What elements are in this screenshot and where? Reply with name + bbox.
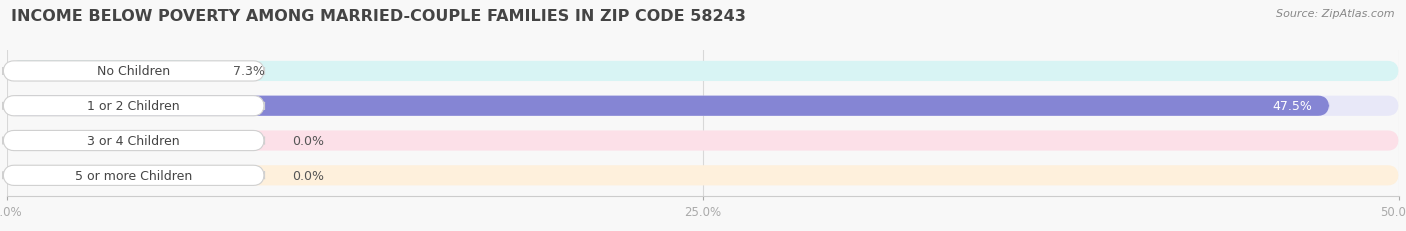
FancyBboxPatch shape [7,165,1399,186]
FancyBboxPatch shape [3,131,264,151]
Text: INCOME BELOW POVERTY AMONG MARRIED-COUPLE FAMILIES IN ZIP CODE 58243: INCOME BELOW POVERTY AMONG MARRIED-COUPL… [11,9,747,24]
Text: 47.5%: 47.5% [1272,100,1313,113]
Text: Source: ZipAtlas.com: Source: ZipAtlas.com [1277,9,1395,19]
FancyBboxPatch shape [7,96,1399,116]
FancyBboxPatch shape [7,96,1330,116]
FancyBboxPatch shape [7,61,1399,82]
Text: 7.3%: 7.3% [232,65,264,78]
FancyBboxPatch shape [3,61,264,82]
Text: 3 or 4 Children: 3 or 4 Children [87,134,180,147]
Text: 1 or 2 Children: 1 or 2 Children [87,100,180,113]
Text: 5 or more Children: 5 or more Children [75,169,193,182]
FancyBboxPatch shape [7,131,1399,151]
FancyBboxPatch shape [3,165,264,186]
Text: 0.0%: 0.0% [292,169,325,182]
FancyBboxPatch shape [3,96,264,116]
FancyBboxPatch shape [7,61,211,82]
Text: 0.0%: 0.0% [292,134,325,147]
Text: No Children: No Children [97,65,170,78]
